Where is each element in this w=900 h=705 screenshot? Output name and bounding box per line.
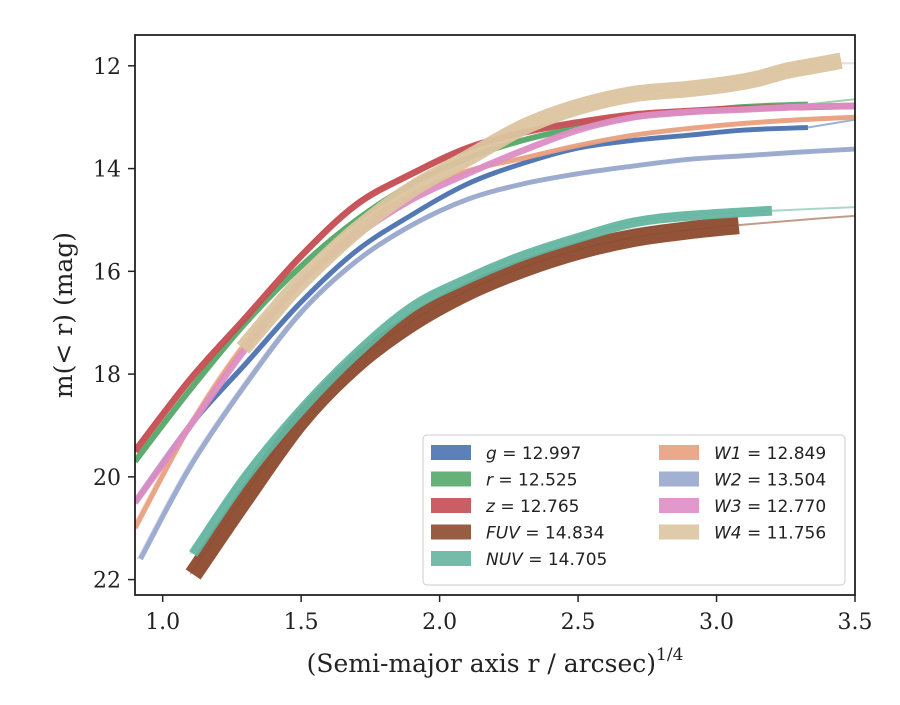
- legend-swatch-w3: [659, 498, 699, 513]
- x-tick-label: 2.5: [561, 610, 596, 635]
- series-g-line: [135, 125, 809, 504]
- series-fuv-line: [185, 216, 740, 580]
- legend-label-fuv: FUV = 14.834: [486, 524, 604, 544]
- y-tick-label: 20: [93, 466, 121, 491]
- y-tick-label: 14: [93, 158, 121, 183]
- series-w4-line: [236, 52, 843, 354]
- legend-label-z: z = 12.765: [485, 497, 579, 517]
- x-tick-label: 3.0: [699, 610, 734, 635]
- y-tick-label: 12: [93, 55, 121, 80]
- series-fuv-extension: [738, 214, 855, 227]
- legend-swatch-w2: [659, 471, 699, 487]
- legend-label-nuv: NUV = 14.705: [486, 550, 607, 570]
- plot-area: [135, 52, 855, 580]
- legend-box: [422, 434, 846, 586]
- legend-label-w4: W4 = 11.756: [714, 524, 826, 544]
- legend-label-g: g = 12.997: [486, 444, 581, 464]
- legend: g = 12.997 r = 12.525 z = 12.765 FUV = 14.8…: [422, 434, 846, 586]
- y-tick-label: 16: [93, 260, 121, 285]
- legend-label-w1: W1 = 12.849: [714, 444, 826, 464]
- x-tick-label: 2.0: [422, 610, 457, 635]
- series-g-extension: [807, 118, 855, 129]
- legend-swatch-nuv: [431, 551, 471, 566]
- legend-swatch-w1: [659, 445, 699, 460]
- legend-label-w2: W2 = 13.504: [714, 471, 826, 491]
- x-axis-label-exponent: 1/4: [656, 645, 683, 665]
- legend-swatch-r: [431, 471, 471, 487]
- legend-swatch-z: [431, 498, 471, 513]
- legend-label-r: r = 12.525: [486, 471, 578, 491]
- axes: 1.0 1.5 2.0 2.5 3.0 3.5 12 14 16 18 20 22 (Semi-majo…: [49, 34, 873, 678]
- x-tick-label: 1.5: [284, 610, 319, 635]
- axes-frame: [134, 34, 856, 596]
- y-tick-label: 22: [93, 569, 121, 594]
- legend-swatch-g: [431, 445, 471, 460]
- series-nuv-line: [189, 205, 773, 557]
- curves-group: [135, 52, 855, 580]
- y-tick-label: 18: [93, 363, 121, 388]
- x-tick-label: 3.5: [838, 610, 873, 635]
- x-tick-label: 1.0: [145, 610, 180, 635]
- legend-label-w3: W3 = 12.770: [714, 497, 826, 517]
- x-axis-label: (Semi-major axis r / arcsec)1/4: [307, 645, 684, 678]
- legend-swatch-fuv: [431, 524, 471, 540]
- series-w2-line: [138, 146, 855, 561]
- legend-swatch-w4: [659, 524, 699, 540]
- y-axis-label: m(< r) (mag): [49, 232, 78, 398]
- series-nuv-extension: [771, 206, 855, 212]
